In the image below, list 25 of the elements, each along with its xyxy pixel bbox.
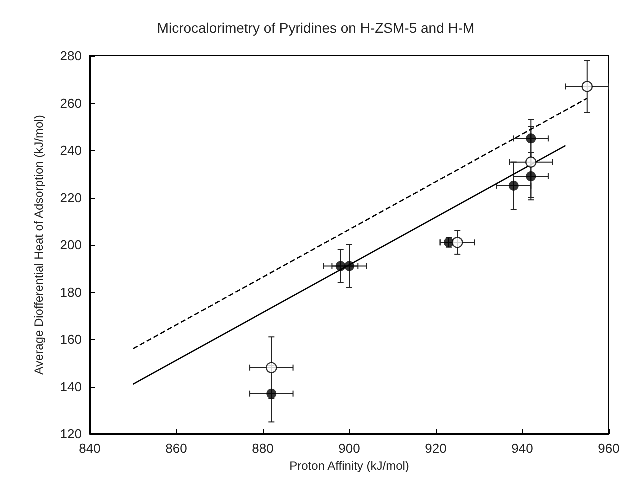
y-tick-label: 240: [60, 143, 82, 158]
x-tick-label: 840: [79, 441, 101, 456]
point: [344, 261, 354, 272]
x-tick-label: 860: [166, 441, 188, 456]
point: [508, 180, 519, 191]
y-axis-title: Average Diofferential Heat of Adsorption (kJ/mol): [32, 115, 46, 375]
x-tick-label: 880: [252, 441, 274, 456]
point: [526, 134, 536, 144]
y-tick-label: 180: [60, 284, 82, 300]
x-axis-title: Proton Affinity (kJ/mol): [290, 458, 410, 473]
chart-title: Microcalorimetry of Pyridines on H-ZSM-5 and H-M: [157, 20, 475, 36]
y-tick-label: 120: [60, 426, 82, 442]
x-tick-label: 900: [338, 441, 360, 456]
y-tick-label: 160: [60, 332, 82, 347]
y-tick-label: 280: [60, 48, 82, 64]
y-tick-label: 200: [60, 238, 82, 252]
point: [526, 171, 536, 182]
x-tick-label: 960: [598, 441, 620, 456]
point: [336, 261, 346, 272]
y-tick-label: 260: [60, 96, 82, 111]
x-tick-label: 920: [425, 441, 447, 456]
y-tick-label: 220: [60, 190, 82, 206]
point: [582, 81, 593, 92]
x-tick-label: 940: [512, 441, 534, 456]
y-tick-label: 140: [60, 379, 82, 394]
